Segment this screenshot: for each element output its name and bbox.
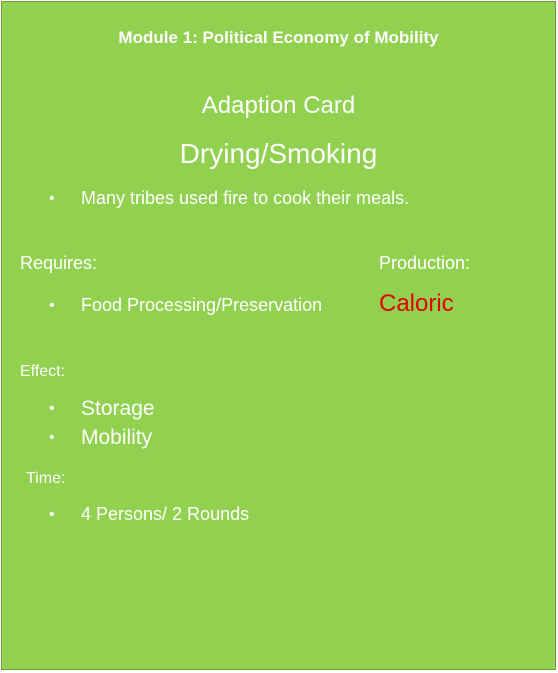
bullet-icon: • <box>49 189 55 207</box>
production-value: Caloric <box>379 290 454 317</box>
requires-label: Requires: <box>20 253 98 273</box>
module-title: Module 1: Political Economy of Mobility <box>118 28 439 47</box>
bullet-icon: • <box>49 400 55 417</box>
time-item: • 4 Persons/ 2 Rounds <box>49 504 249 525</box>
requires-item-text: Food Processing/Preservation <box>81 295 323 315</box>
card-type-heading: Adaption Card <box>201 92 356 119</box>
time-label: Time: <box>26 470 66 487</box>
effect-label: Effect: <box>20 363 66 380</box>
description-text: Many tribes used fire to cook their meal… <box>81 188 410 208</box>
effect-item: • Storage <box>49 397 155 421</box>
bullet-icon: • <box>49 429 55 446</box>
bullet-icon: • <box>49 296 55 314</box>
requires-item: • Food Processing/Preservation <box>49 295 322 316</box>
production-label: Production: <box>379 253 471 273</box>
effect-item-text: Storage <box>81 397 155 420</box>
description-item: • Many tribes used fire to cook their me… <box>49 188 409 209</box>
time-item-text: 4 Persons/ 2 Rounds <box>81 504 250 524</box>
effect-item: • Mobility <box>49 426 152 450</box>
bullet-icon: • <box>49 505 55 523</box>
effect-item-text: Mobility <box>81 426 153 449</box>
card-name-heading: Drying/Smoking <box>179 138 378 169</box>
